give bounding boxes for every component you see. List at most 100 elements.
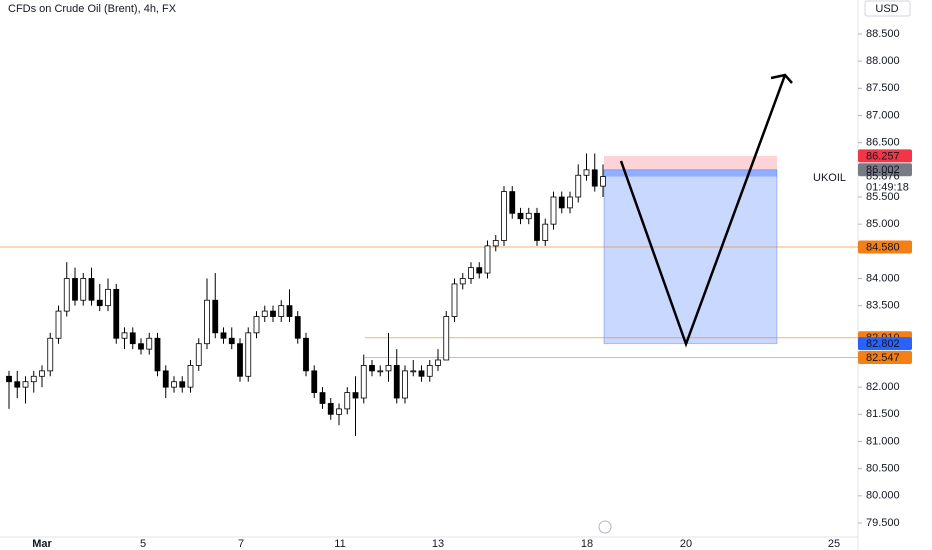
candle-body bbox=[550, 196, 557, 225]
x-tick-label: 5 bbox=[140, 538, 146, 550]
candle-body bbox=[303, 337, 309, 372]
price-tag-label: 82.802 bbox=[866, 338, 900, 350]
y-tick-label: 86.500 bbox=[866, 137, 900, 149]
x-tick-label: 20 bbox=[680, 538, 692, 550]
price-tag-label: 82.547 bbox=[866, 352, 900, 364]
candle-body bbox=[237, 343, 243, 377]
price-tag bbox=[858, 240, 912, 254]
candle-body bbox=[195, 343, 202, 366]
y-tick-label: 87.000 bbox=[866, 109, 900, 121]
y-tick-label: 80.000 bbox=[866, 490, 900, 502]
candle-body bbox=[377, 370, 384, 373]
candle-body bbox=[220, 332, 227, 339]
candle-body bbox=[468, 267, 474, 279]
x-tick-label: 7 bbox=[238, 538, 244, 550]
candle-body bbox=[534, 212, 540, 241]
x-tick-label: Mar bbox=[32, 538, 52, 550]
y-tick-label: 88.500 bbox=[866, 28, 900, 40]
candle-body bbox=[484, 245, 491, 274]
candle-body bbox=[509, 191, 516, 214]
x-tick-label: 18 bbox=[581, 538, 593, 550]
candle-body bbox=[22, 381, 29, 388]
logo bbox=[598, 520, 612, 534]
y-tick-label: 85.000 bbox=[866, 218, 900, 230]
candle-body bbox=[451, 283, 458, 317]
candle-body bbox=[402, 370, 408, 399]
candle-body bbox=[212, 299, 219, 334]
candle-body bbox=[476, 267, 483, 274]
candle-body bbox=[558, 196, 565, 209]
candle-body bbox=[113, 288, 120, 339]
y-tick-label: 79.500 bbox=[866, 517, 900, 529]
candle-body bbox=[39, 370, 45, 377]
candle-body bbox=[179, 381, 186, 388]
stop-zone bbox=[604, 155, 777, 170]
candle-body bbox=[360, 365, 367, 399]
candle-body bbox=[261, 310, 268, 317]
candle-body bbox=[278, 305, 285, 317]
y-tick-label: 87.500 bbox=[866, 82, 900, 94]
candle-body bbox=[187, 365, 194, 388]
price-tag-label: 86.002 bbox=[866, 164, 900, 176]
open-pnl-zone bbox=[604, 169, 777, 177]
candle-body bbox=[80, 278, 87, 301]
y-tick-label: 81.000 bbox=[866, 435, 900, 447]
candle-body bbox=[154, 337, 161, 372]
candle-body bbox=[72, 278, 78, 301]
price-tag bbox=[858, 163, 912, 177]
y-tick-label: 88.000 bbox=[866, 55, 900, 67]
candle-body bbox=[88, 278, 95, 301]
candle-body bbox=[567, 196, 573, 209]
candle-body bbox=[30, 375, 37, 383]
candle-body bbox=[385, 365, 392, 372]
price-tag bbox=[858, 149, 912, 163]
candle-body bbox=[600, 176, 606, 187]
candle-body bbox=[294, 316, 301, 339]
candle-body bbox=[228, 337, 235, 345]
last-price-label: 85.876 bbox=[866, 170, 900, 182]
marks bbox=[0, 153, 858, 437]
price-tag bbox=[858, 337, 912, 351]
candle-body bbox=[435, 359, 441, 366]
candle-body bbox=[525, 212, 532, 220]
candle-body bbox=[63, 278, 70, 312]
candle-body bbox=[583, 169, 590, 176]
y-tick-label: 84.000 bbox=[866, 272, 900, 284]
candle-body bbox=[501, 191, 507, 241]
currency-box[interactable] bbox=[864, 0, 911, 17]
candle-body bbox=[319, 392, 326, 404]
candle-body bbox=[105, 288, 111, 307]
candle-body bbox=[575, 174, 582, 198]
candle-body bbox=[311, 370, 318, 393]
symbol-label: UKOIL bbox=[813, 172, 846, 184]
y-tick-label: 80.500 bbox=[866, 463, 900, 475]
price-tag-label: 84.580 bbox=[866, 241, 900, 253]
candle-body bbox=[121, 332, 128, 339]
price-tag-label: 86.257 bbox=[866, 150, 900, 162]
candle-body bbox=[96, 299, 103, 307]
candle-body bbox=[410, 370, 417, 373]
candle-body bbox=[393, 365, 400, 399]
candle-body bbox=[245, 332, 252, 377]
candle-body bbox=[14, 381, 21, 388]
x-tick-label: 25 bbox=[828, 538, 840, 550]
y-tick-label: 81.500 bbox=[866, 408, 900, 420]
candle-body bbox=[344, 392, 351, 410]
price-tag bbox=[858, 350, 912, 364]
chart-title: CFDs on Crude Oil (Brent), 4h, FX bbox=[8, 3, 177, 15]
candle-body bbox=[443, 316, 450, 361]
countdown: 01:49:18 bbox=[866, 181, 909, 193]
candle-body bbox=[204, 299, 210, 345]
candle-body bbox=[336, 408, 342, 415]
y-tick-label: 82.000 bbox=[866, 381, 900, 393]
candle-body bbox=[418, 370, 425, 377]
currency: USD bbox=[875, 3, 898, 15]
x-tick-label: 11 bbox=[334, 538, 345, 550]
candle-body bbox=[171, 381, 177, 388]
candle-body bbox=[270, 310, 276, 317]
candle-body bbox=[146, 337, 153, 350]
y-tick-label: 83.500 bbox=[866, 300, 900, 312]
candle-body bbox=[47, 337, 54, 372]
